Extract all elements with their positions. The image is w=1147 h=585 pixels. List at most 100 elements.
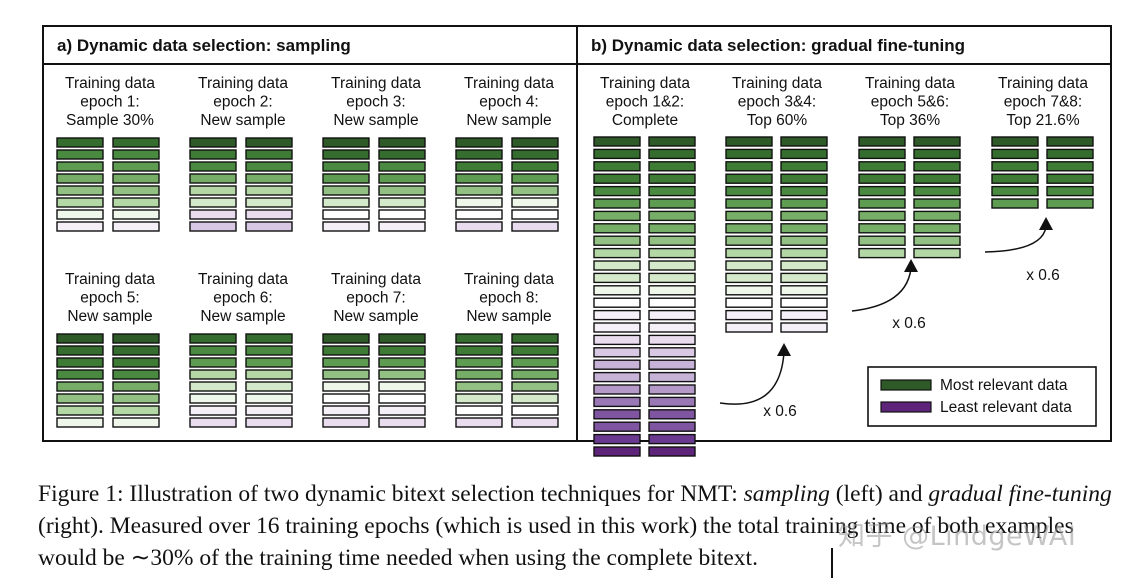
data-bar	[245, 417, 293, 428]
data-bar	[725, 260, 773, 271]
data-bar	[378, 221, 426, 232]
data-bar	[593, 309, 641, 321]
data-bar	[648, 148, 696, 160]
data-bar	[56, 417, 104, 428]
data-bar	[913, 210, 961, 222]
epoch-label-line: epoch 7&8:	[1004, 94, 1082, 111]
data-bar	[56, 173, 104, 184]
data-bar	[648, 409, 696, 420]
data-bar	[991, 185, 1039, 197]
arrow-head	[1039, 217, 1053, 230]
data-bar	[322, 369, 370, 380]
data-bar	[189, 405, 237, 416]
data-bar	[322, 405, 370, 416]
data-bar	[725, 185, 773, 197]
data-bar	[378, 333, 426, 344]
data-bar	[455, 173, 503, 184]
data-bar	[593, 235, 641, 246]
data-bar	[511, 393, 559, 404]
data-bar	[322, 185, 370, 196]
data-bar	[189, 185, 237, 196]
data-bar	[189, 173, 237, 184]
data-bar	[245, 333, 293, 344]
data-bar	[648, 433, 696, 445]
epoch-label-line: New sample	[466, 308, 551, 325]
data-bar	[780, 161, 828, 172]
epoch-label-line: Sample 30%	[66, 112, 154, 129]
epoch-label-line: epoch 5:	[80, 290, 139, 307]
data-bar	[511, 357, 559, 368]
data-bar	[725, 173, 773, 184]
caption-sampling: sampling	[743, 481, 830, 507]
data-bar	[593, 173, 641, 184]
data-bar	[245, 369, 293, 380]
data-bar	[858, 223, 906, 234]
caption-part-2: (left) and	[829, 481, 929, 507]
data-bar	[593, 136, 641, 147]
data-bar	[56, 393, 104, 404]
data-bar	[189, 209, 237, 220]
data-bar	[858, 247, 906, 259]
data-bar	[378, 345, 426, 356]
epoch-label-line: epoch 5&6:	[871, 94, 949, 111]
data-bar	[1046, 185, 1094, 197]
text-cursor	[831, 548, 833, 578]
data-bar	[913, 161, 961, 172]
data-bar	[511, 209, 559, 220]
data-bar	[455, 405, 503, 416]
data-bar	[112, 357, 160, 368]
watermark: 知乎 @LindgeWAI	[838, 521, 1077, 552]
data-bar	[511, 149, 559, 160]
data-bar	[455, 149, 503, 160]
data-bar	[189, 137, 237, 148]
data-bar	[725, 309, 773, 321]
data-bar	[858, 235, 906, 246]
data-bar	[245, 137, 293, 148]
epoch-label-line: New sample	[333, 112, 418, 129]
data-bar	[648, 421, 696, 432]
data-bar	[322, 197, 370, 208]
data-bar	[593, 247, 641, 259]
data-bar	[378, 173, 426, 184]
epoch-label-line: epoch 4:	[479, 94, 538, 111]
panel-a-title: a) Dynamic data selection: sampling	[57, 36, 351, 55]
data-bar	[913, 136, 961, 147]
data-bar	[780, 309, 828, 321]
epoch-label-line: epoch 6:	[213, 290, 272, 307]
data-bar	[648, 247, 696, 259]
data-bar	[112, 333, 160, 344]
data-bar	[858, 210, 906, 222]
data-bar	[725, 148, 773, 160]
data-bar	[56, 345, 104, 356]
data-bar	[593, 384, 641, 395]
data-bar	[511, 185, 559, 196]
data-bar	[189, 149, 237, 160]
data-bar	[112, 209, 160, 220]
data-bar	[56, 369, 104, 380]
scale-factor-label: x 0.6	[1026, 267, 1060, 284]
data-bar	[725, 223, 773, 234]
data-bar	[648, 260, 696, 271]
data-bar	[455, 417, 503, 428]
data-bar	[378, 393, 426, 404]
epoch-label-line: Training data	[600, 75, 690, 92]
data-bar	[648, 285, 696, 296]
data-bar	[245, 149, 293, 160]
data-bar	[1046, 198, 1094, 209]
data-bar	[455, 357, 503, 368]
data-bar	[1046, 148, 1094, 160]
data-bar	[648, 384, 696, 395]
legend-box	[867, 366, 1097, 427]
data-bar	[780, 136, 828, 147]
data-bar	[725, 136, 773, 147]
data-bar	[991, 148, 1039, 160]
epoch-label-line: Training data	[998, 75, 1088, 92]
scale-factor-label: x 0.6	[892, 315, 926, 332]
data-bar	[189, 369, 237, 380]
data-bar	[593, 421, 641, 432]
scale-arrow	[851, 267, 912, 312]
figure-caption: Figure 1: Illustration of two dynamic bi…	[38, 478, 1128, 574]
data-bar	[378, 197, 426, 208]
caption-part-1: Figure 1: Illustration of two dynamic bi…	[38, 481, 744, 507]
data-bar	[593, 185, 641, 197]
